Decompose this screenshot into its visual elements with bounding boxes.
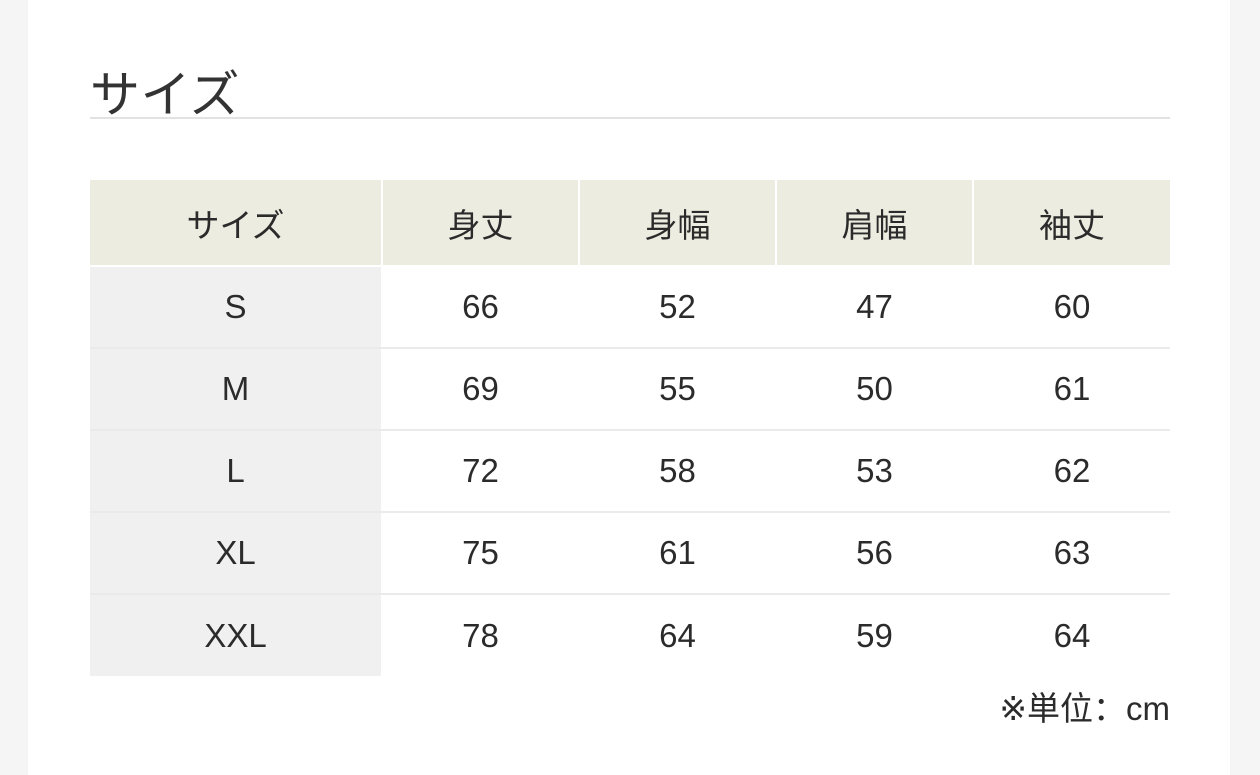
cell-l-sleeve: 62 [973,430,1170,513]
row-label-s: S [90,266,383,349]
heading-divider [90,117,1170,119]
column-header-size: サイズ [90,180,383,267]
size-table-body: S 66 52 47 60 M 69 55 50 61 L [90,266,1170,676]
cell-xl-length: 75 [382,512,580,595]
cell-xl-width: 61 [579,512,777,595]
row-label-xl: XL [90,512,383,595]
table-row: XL 75 61 56 63 [90,512,1170,595]
cell-m-length: 69 [382,348,580,431]
cell-s-width: 52 [579,266,777,349]
row-label-l: L [90,430,383,513]
column-header-width: 身幅 [579,180,777,267]
content-card: サイズ サイズ 身丈 身幅 肩幅 袖丈 [28,0,1230,775]
table-row: XXL 78 64 59 64 [90,594,1170,676]
table-row: L 72 58 53 62 [90,430,1170,513]
cell-l-length: 72 [382,430,580,513]
header-row: サイズ 身丈 身幅 肩幅 袖丈 [90,180,1170,267]
column-header-sleeve: 袖丈 [973,180,1170,267]
table-row: S 66 52 47 60 [90,266,1170,349]
cell-xxl-width: 64 [579,594,777,676]
cell-xxl-sleeve: 64 [973,594,1170,676]
cell-s-sleeve: 60 [973,266,1170,349]
size-table: サイズ 身丈 身幅 肩幅 袖丈 S 66 52 47 60 [90,180,1170,676]
row-label-xxl: XXL [90,594,383,676]
cell-xxl-length: 78 [382,594,580,676]
cell-l-width: 58 [579,430,777,513]
size-table-header: サイズ 身丈 身幅 肩幅 袖丈 [90,180,1170,267]
cell-xxl-shoulder: 59 [776,594,974,676]
cell-m-shoulder: 50 [776,348,974,431]
row-label-m: M [90,348,383,431]
size-table-container: サイズ 身丈 身幅 肩幅 袖丈 S 66 52 47 60 [90,180,1170,676]
cell-m-width: 55 [579,348,777,431]
table-row: M 69 55 50 61 [90,348,1170,431]
column-header-length: 身丈 [382,180,580,267]
cell-xl-shoulder: 56 [776,512,974,595]
unit-note: ※単位：cm [999,690,1170,727]
cell-xl-sleeve: 63 [973,512,1170,595]
column-header-shoulder: 肩幅 [776,180,974,267]
cell-m-sleeve: 61 [973,348,1170,431]
page-title: サイズ [90,66,240,123]
cell-s-length: 66 [382,266,580,349]
cell-s-shoulder: 47 [776,266,974,349]
cell-l-shoulder: 53 [776,430,974,513]
